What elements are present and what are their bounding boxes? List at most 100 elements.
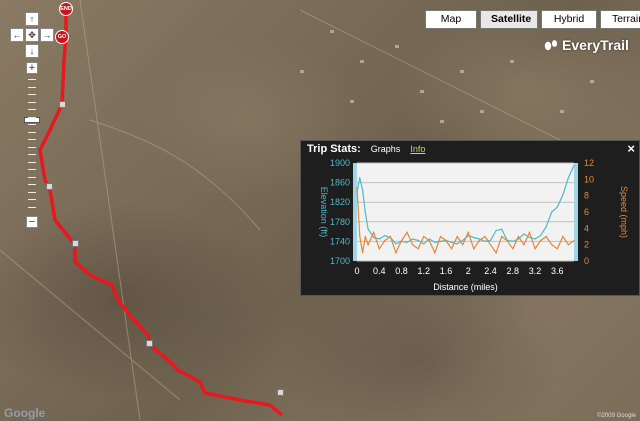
pan-up-button[interactable]: ↑ xyxy=(25,12,39,26)
y-right-tick-label: 4 xyxy=(584,223,589,233)
zoom-tick xyxy=(28,184,36,185)
speed-point xyxy=(573,240,575,242)
zoom-in-button[interactable]: + xyxy=(26,62,38,74)
speed-point xyxy=(395,252,397,254)
speed-point xyxy=(512,248,514,250)
elevation-point xyxy=(484,240,486,242)
elevation-point xyxy=(501,228,503,230)
route-waypoint[interactable] xyxy=(277,389,284,396)
route-waypoint[interactable] xyxy=(72,240,79,247)
trip-route-line[interactable] xyxy=(38,8,284,417)
speed-point xyxy=(423,235,425,238)
map-type-terrain-button[interactable]: Terrain xyxy=(600,10,640,29)
speed-point xyxy=(412,244,414,246)
speed-point xyxy=(551,244,553,246)
zoom-out-button[interactable]: − xyxy=(26,216,38,228)
map-type-satellite-button[interactable]: Satellite xyxy=(480,10,538,29)
zoom-tick xyxy=(28,79,36,80)
tab-graphs[interactable]: Graphs xyxy=(370,144,401,154)
zoom-control: + − xyxy=(24,62,40,228)
speed-point xyxy=(400,240,403,242)
elevation-point xyxy=(573,164,575,167)
speed-point xyxy=(439,235,442,238)
elevation-point xyxy=(534,238,536,240)
pan-center-button[interactable]: ✥ xyxy=(25,28,39,42)
y-right-axis-label: Speed (mph) xyxy=(619,186,629,238)
plot-area xyxy=(357,163,574,261)
route-waypoint[interactable] xyxy=(46,183,53,190)
elevation-point xyxy=(451,241,453,243)
elevation-point xyxy=(439,240,442,242)
speed-point xyxy=(495,252,497,254)
elevation-point xyxy=(528,236,531,239)
y-right-tick-label: 2 xyxy=(584,240,589,250)
zoom-tick xyxy=(28,131,36,133)
elevation-point xyxy=(434,241,436,243)
speed-point xyxy=(373,231,375,233)
zoom-slider-track[interactable] xyxy=(24,75,40,215)
y-left-tick-label: 1780 xyxy=(330,217,350,227)
everytrail-logo[interactable]: EveryTrail xyxy=(543,37,629,53)
zoom-tick xyxy=(28,116,36,118)
speed-point xyxy=(467,231,469,233)
plot-left-bar xyxy=(353,163,357,261)
elevation-point xyxy=(367,228,369,230)
speed-point xyxy=(462,244,464,246)
plot-right-bar xyxy=(574,163,578,261)
pan-left-button[interactable]: ← xyxy=(10,28,24,42)
y-right-tick-label: 8 xyxy=(584,191,589,201)
route-waypoint[interactable] xyxy=(146,340,153,347)
elevation-point xyxy=(384,234,386,237)
x-tick-label: 3.6 xyxy=(551,266,564,276)
y-right-tick-label: 6 xyxy=(584,207,589,217)
elevation-point xyxy=(517,238,519,240)
speed-point xyxy=(473,248,475,250)
speed-point xyxy=(359,235,361,238)
x-tick-label: 2.8 xyxy=(507,266,520,276)
google-logo[interactable]: Google xyxy=(4,406,46,420)
elevation-point xyxy=(359,177,361,179)
route-waypoint[interactable] xyxy=(59,101,66,108)
speed-point xyxy=(484,235,486,238)
map-type-selector: Map Satellite Hybrid Terrain xyxy=(425,10,640,29)
elevation-point xyxy=(467,234,469,237)
dirt-road xyxy=(79,0,141,421)
elevation-point xyxy=(551,211,553,213)
elevation-point xyxy=(523,233,525,235)
close-icon[interactable]: × xyxy=(627,141,635,156)
elevation-point xyxy=(545,226,547,228)
end-marker[interactable]: END xyxy=(59,2,73,16)
speed-point xyxy=(501,235,503,238)
elevation-point xyxy=(423,243,425,245)
elevation-point xyxy=(462,239,464,241)
speed-point xyxy=(364,235,366,238)
zoom-slider-handle[interactable] xyxy=(24,117,40,123)
speed-point xyxy=(528,231,531,233)
zoom-tick xyxy=(28,206,36,208)
speed-point xyxy=(417,248,419,250)
map-type-hybrid-button[interactable]: Hybrid xyxy=(541,10,597,29)
zoom-tick xyxy=(28,101,36,103)
map-type-map-button[interactable]: Map xyxy=(425,10,477,29)
tab-info[interactable]: Info xyxy=(410,144,426,154)
speed-point xyxy=(534,248,536,250)
zoom-tick xyxy=(28,124,36,125)
elevation-speed-chart: 1700 1740 1780 1820 1860 1900 0 2 4 6 8 10 12 0 0.4 0.8… xyxy=(319,158,629,292)
speed-point xyxy=(456,235,458,238)
elevation-point xyxy=(362,189,364,191)
pan-down-button[interactable]: ↓ xyxy=(25,44,39,58)
zoom-tick xyxy=(28,94,36,95)
speed-point xyxy=(389,235,391,238)
start-marker[interactable]: GO xyxy=(55,30,69,44)
speed-point xyxy=(517,235,519,238)
elevation-point xyxy=(489,239,492,241)
zoom-tick xyxy=(28,109,36,110)
x-tick-label: 1.6 xyxy=(440,266,453,276)
speed-series-line xyxy=(356,187,575,255)
elevation-point xyxy=(556,206,558,208)
elevation-point xyxy=(417,239,419,241)
y-left-axis-label: Elevation (ft) xyxy=(319,187,329,238)
elevation-point xyxy=(428,238,430,240)
pan-right-button[interactable]: → xyxy=(40,28,54,42)
